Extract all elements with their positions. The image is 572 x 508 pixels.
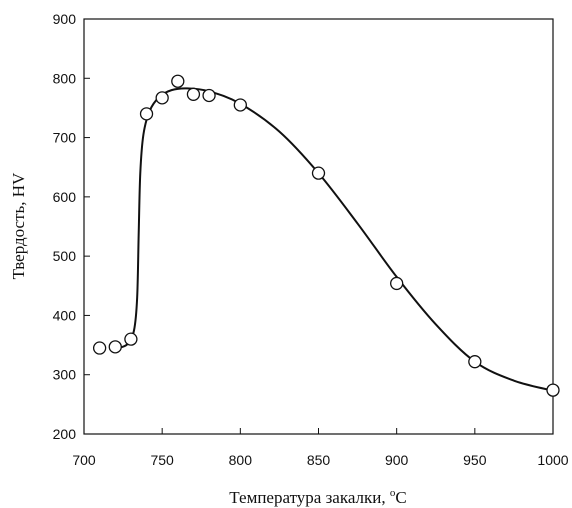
- y-tick-label: 900: [53, 11, 77, 27]
- data-point-marker: [547, 384, 559, 396]
- y-tick-label: 800: [53, 70, 77, 86]
- y-axis-label: Твердость, HV: [9, 172, 28, 279]
- data-point-marker: [141, 108, 153, 120]
- x-tick-label: 800: [229, 452, 253, 468]
- data-point-marker: [172, 75, 184, 87]
- y-tick-label: 700: [53, 130, 77, 146]
- y-tick-label: 300: [53, 367, 77, 383]
- data-point-marker: [203, 89, 215, 101]
- data-point-marker: [469, 356, 481, 368]
- data-point-marker: [94, 342, 106, 354]
- y-tick-label: 400: [53, 307, 77, 323]
- x-tick-label: 700: [72, 452, 96, 468]
- x-tick-label: 1000: [537, 452, 568, 468]
- y-tick-label: 600: [53, 189, 77, 205]
- x-axis-label-unit: C: [395, 488, 406, 507]
- data-points: [94, 75, 559, 396]
- fit-curve: [118, 88, 553, 390]
- y-tick-label: 200: [53, 426, 77, 442]
- y-tick-label: 500: [53, 248, 77, 264]
- data-point-marker: [234, 99, 246, 111]
- data-point-marker: [313, 167, 325, 179]
- x-axis-label-main: Температура закалки,: [229, 488, 390, 507]
- data-point-marker: [391, 277, 403, 289]
- x-tick-label: 750: [150, 452, 174, 468]
- x-tick-label: 950: [463, 452, 487, 468]
- data-point-marker: [187, 88, 199, 100]
- data-point-marker: [156, 92, 168, 104]
- x-axis-label: Температура закалки, oC: [229, 487, 406, 507]
- x-tick-label: 850: [307, 452, 331, 468]
- x-tick-label: 900: [385, 452, 409, 468]
- data-point-marker: [109, 341, 121, 353]
- plot-frame: [84, 19, 553, 434]
- data-point-marker: [125, 333, 137, 345]
